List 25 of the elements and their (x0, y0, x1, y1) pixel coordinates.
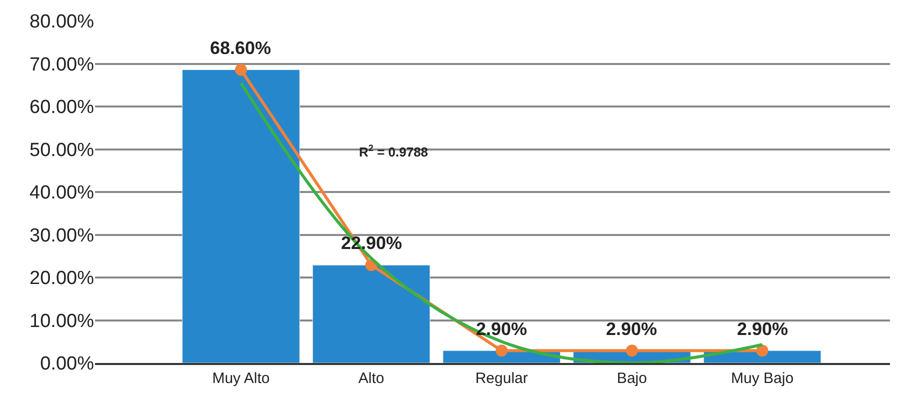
y-tick-label: 70.00% (30, 54, 94, 76)
y-tick-label: 20.00% (30, 268, 94, 290)
x-tick-label: Muy Bajo (731, 370, 794, 387)
x-tick-label: Bajo (616, 370, 647, 387)
y-tick-label: 40.00% (30, 182, 94, 204)
y-tick-label: 80.00% (30, 12, 94, 33)
y-tick-label: 10.00% (30, 310, 94, 332)
y-tick-label: 30.00% (30, 225, 94, 246)
data-label: 68.60% (210, 38, 272, 58)
bar (182, 69, 300, 363)
point (234, 64, 247, 76)
x-tick-label: Muy Alto (212, 370, 270, 387)
y-tick-label: 60.00% (30, 97, 94, 118)
data-label: 2.90% (737, 319, 788, 339)
x-tick-label: Regular (475, 370, 528, 387)
annotation: R$^{2}$ = 0.9788 (359, 143, 428, 160)
point (496, 344, 508, 357)
point (756, 344, 768, 357)
data-label: 2.90% (606, 319, 658, 339)
point (626, 344, 638, 357)
bar (312, 264, 430, 363)
y-tick-label: 50.00% (30, 140, 94, 161)
x-tick-label: Alto (358, 370, 384, 387)
data-label: 2.90% (476, 319, 528, 339)
y-tick-label: 0.00% (40, 354, 94, 375)
